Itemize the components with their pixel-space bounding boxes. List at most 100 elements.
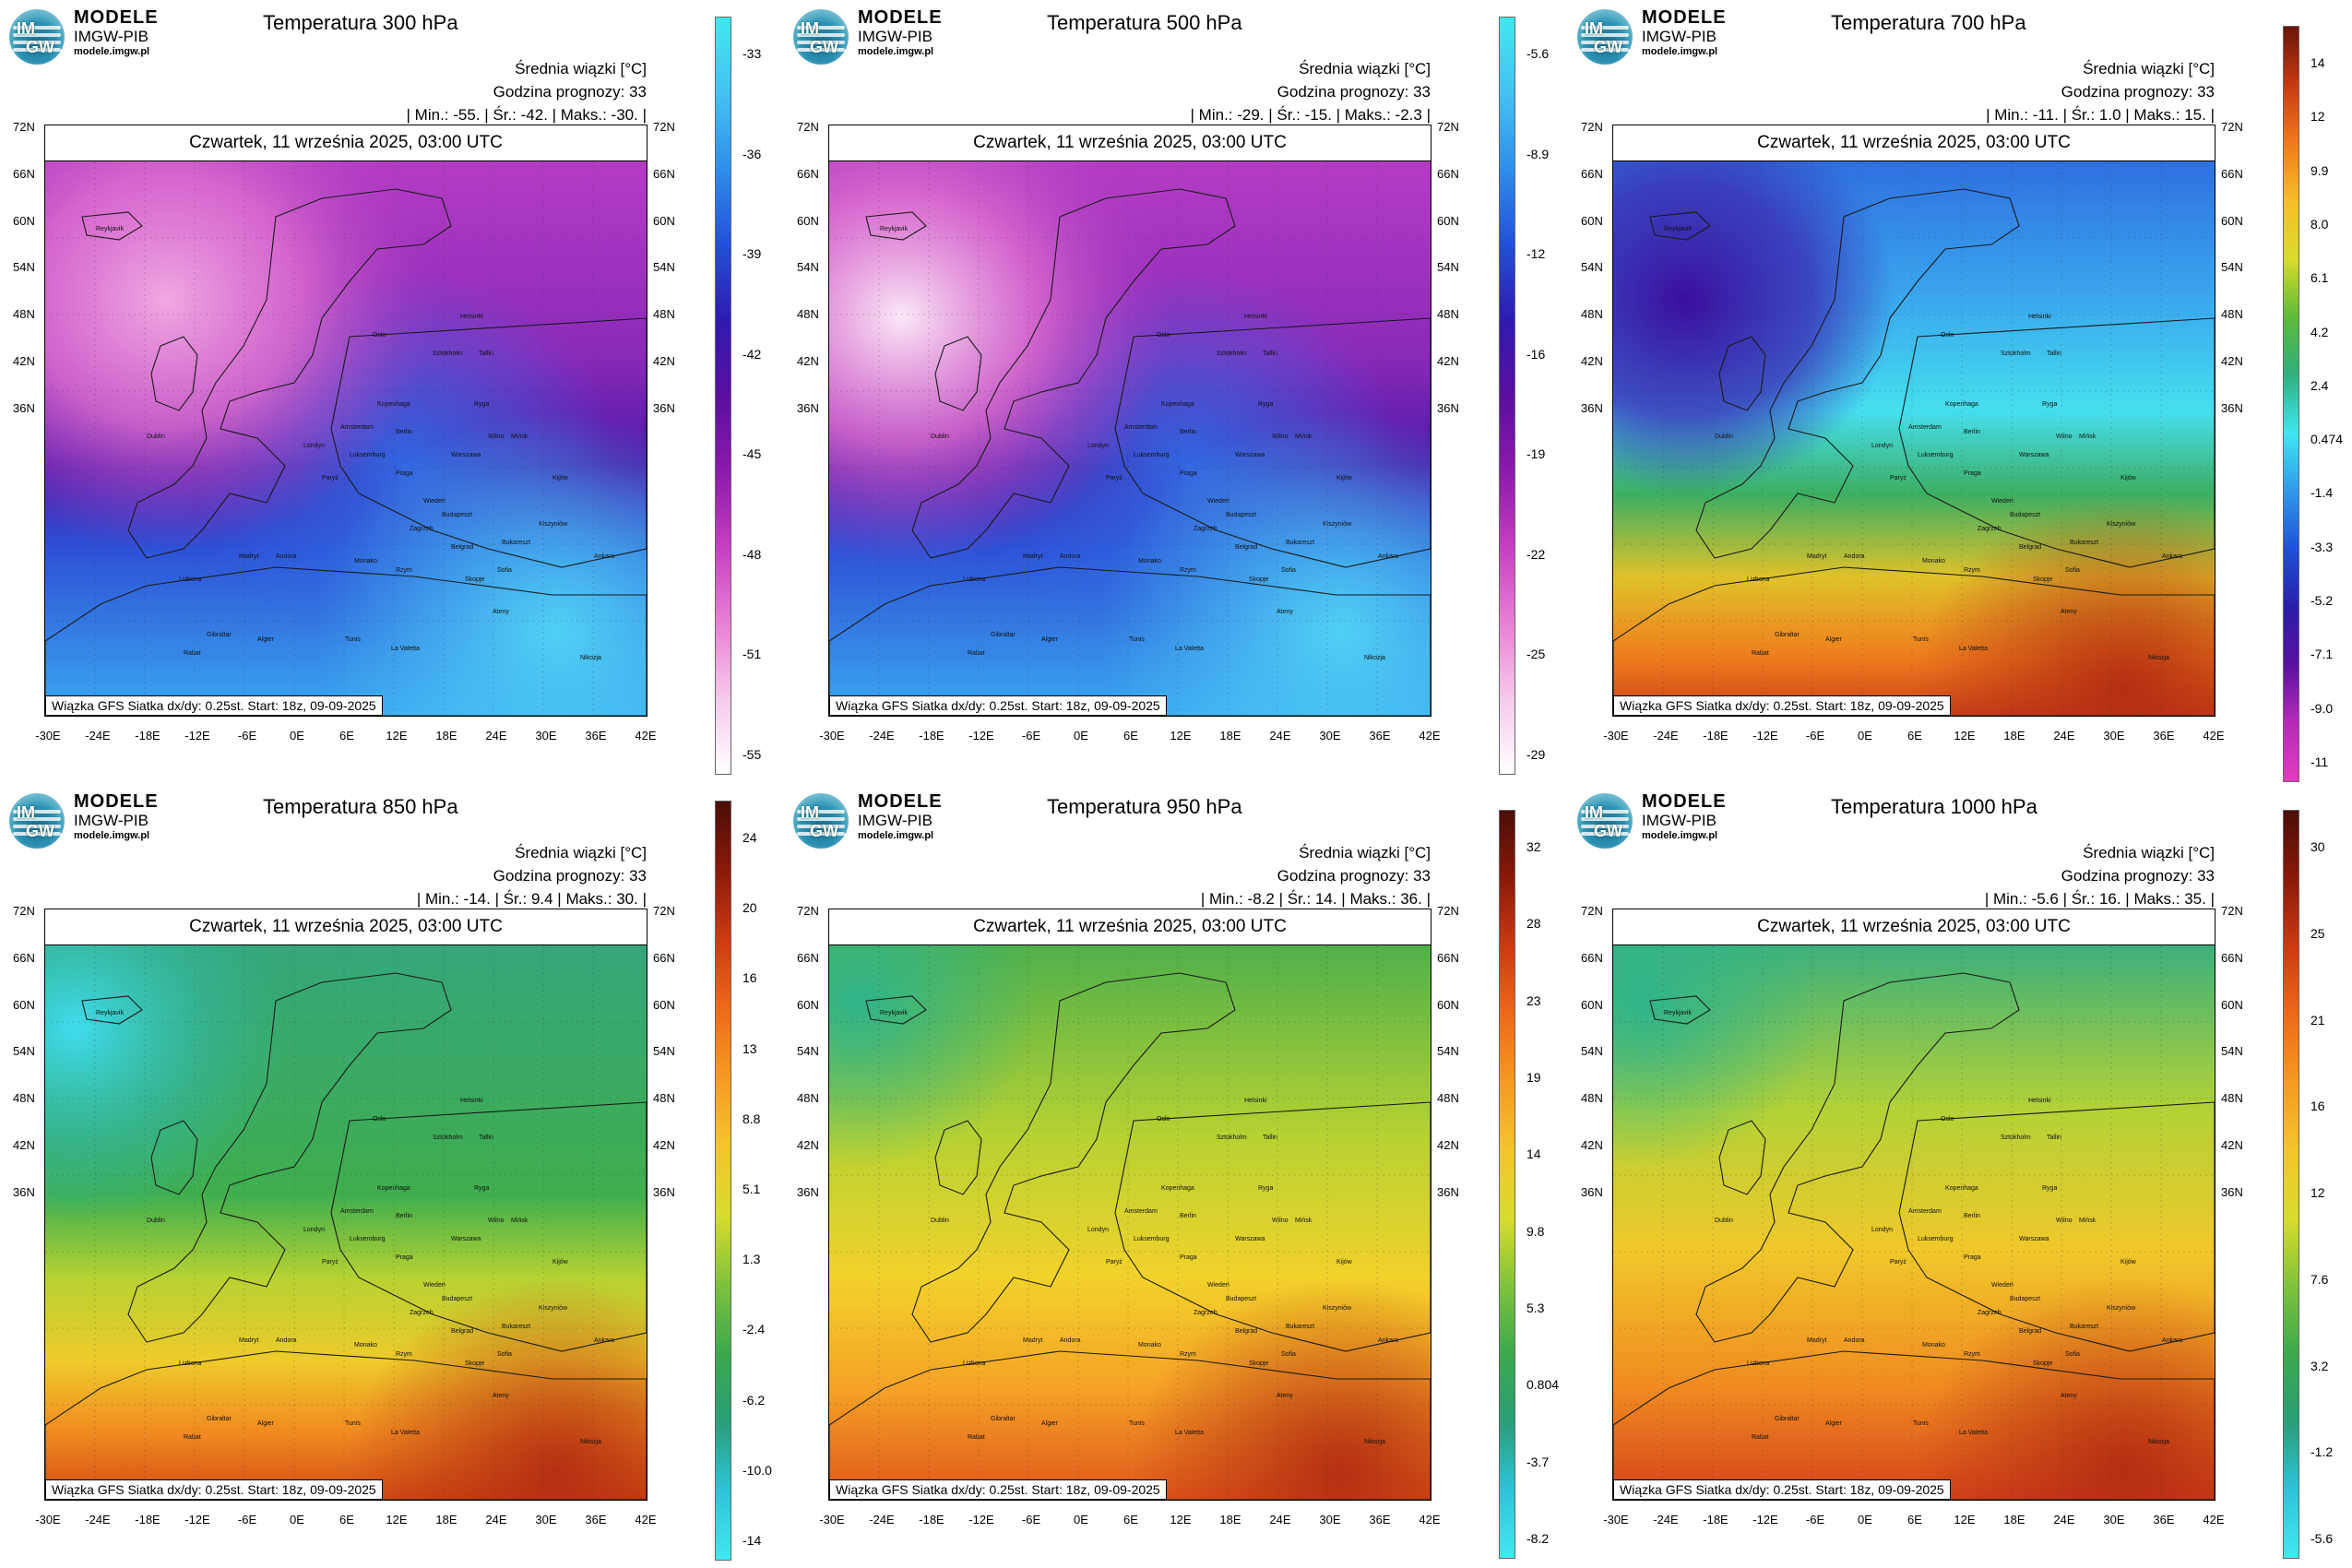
brand-name: MODELE [74, 7, 159, 28]
city-label: Londyn [1087, 443, 1109, 449]
colorbar-tick-label: 13 [742, 1040, 757, 1056]
city-label: Sofia [2065, 1351, 2080, 1358]
city-label: Luksemburg [350, 1236, 386, 1242]
panel-title: Temperatura 950 hPa [1047, 795, 1242, 818]
lon-label: 6E [339, 1513, 354, 1526]
panel-title: Temperatura 850 hPa [263, 795, 458, 818]
map-frame: Czwartek, 11 września 2025, 03:00 UTC Osl… [1612, 909, 2215, 1501]
city-label: Andora [276, 553, 297, 560]
lon-label: -30E [819, 1513, 845, 1526]
lon-label: -30E [35, 729, 61, 742]
coastline-outline [45, 188, 647, 716]
city-label: Tallin [1263, 1134, 1277, 1141]
lat-label-right: 42N [653, 1138, 675, 1152]
logo-wave-icon [1581, 817, 1629, 821]
lon-label: 30E [535, 729, 557, 742]
colorbar-tick-label: -36 [742, 146, 762, 161]
city-label: Monako [1922, 1342, 1945, 1348]
lon-label: 24E [485, 729, 507, 742]
lon-label: -30E [819, 729, 845, 742]
colorbar-tick-label: 5.3 [1526, 1301, 1545, 1315]
temperature-field: Oslo Sztokholm Helsinki Tallin Ryga Wilno Kope… [829, 161, 1431, 716]
lat-label-right: 54N [2221, 1044, 2243, 1058]
lon-label: -24E [869, 729, 895, 742]
lon-label: 30E [535, 1513, 557, 1526]
city-label: Amsterdam [1908, 424, 1942, 431]
city-label: Tunis [1913, 1420, 1929, 1427]
city-label: Budapeszt [1226, 512, 1256, 518]
lat-label-right: 48N [653, 1091, 675, 1105]
city-label: Helsinki [460, 314, 483, 320]
city-label: Belgrad [451, 1328, 473, 1335]
city-label: Algier [1041, 1420, 1059, 1427]
city-label: Rzym [396, 1351, 412, 1358]
imgw-logo-icon: IM GW [793, 9, 849, 65]
city-label: Kijów [1336, 475, 1353, 481]
lon-label: 30E [1319, 1513, 1341, 1526]
city-label: Ankara [1378, 553, 1398, 560]
lat-label-right: 54N [2221, 260, 2243, 274]
city-label: Skopje [2033, 1360, 2053, 1367]
city-label: Ryga [474, 401, 489, 408]
lat-label-left: 54N [1581, 260, 1603, 274]
colorbar-tick-label: -2.4 [742, 1322, 766, 1337]
city-label: Lizbona [1747, 576, 1770, 583]
logo-wave-icon [13, 33, 61, 37]
brand-name: MODELE [1642, 7, 1727, 28]
lat-label-right: 60N [2221, 998, 2243, 1012]
city-label: Dublin [147, 434, 165, 440]
lat-label-right: 42N [1437, 354, 1459, 368]
colorbar-tick-label: 16 [742, 970, 757, 986]
colorbar-tick-label: 25 [2310, 925, 2325, 941]
coastline-outline [829, 972, 1431, 1500]
city-label: Ankara [2162, 553, 2182, 560]
logo-wave-icon [797, 810, 845, 814]
lon-label: 6E [1907, 1513, 1922, 1526]
lon-label: -24E [869, 1513, 895, 1526]
city-label: Mińsk [2079, 1218, 2097, 1224]
lat-label-right: 66N [653, 167, 675, 181]
city-label: Kiszyniów [1323, 1305, 1352, 1312]
lon-label: 42E [2203, 729, 2225, 742]
city-label: Tunis [1913, 636, 1929, 643]
brand-org: IMGW-PIB [74, 812, 148, 829]
lat-label-right: 36N [2221, 1185, 2243, 1199]
city-label: Rabat [1752, 1434, 1769, 1441]
lon-label: 0E [1858, 729, 1872, 742]
logo-wave-icon [13, 48, 61, 52]
city-label: Lizbona [179, 576, 202, 583]
brand-org: IMGW-PIB [74, 28, 148, 45]
city-label: Helsinki [460, 1098, 483, 1104]
city-label: Warszawa [451, 1236, 481, 1242]
city-label: Mińsk [2079, 434, 2097, 440]
city-label: Berlin [1180, 429, 1196, 435]
lat-label-right: 36N [1437, 401, 1459, 415]
lon-label: 12E [386, 729, 408, 742]
logo-badge-top: IM [17, 19, 35, 38]
info-forecast-hour: Godzina prognozy: 33 [2061, 83, 2215, 101]
lon-label: 0E [290, 729, 304, 742]
lon-label: 12E [386, 1513, 408, 1526]
city-label: Helsinki [1244, 1098, 1267, 1104]
brand-org: IMGW-PIB [1642, 28, 1716, 45]
lon-label: 24E [2053, 1513, 2075, 1526]
lon-label: 42E [1419, 1513, 1441, 1526]
city-label: Paryż [322, 475, 339, 481]
city-label: Berlin [1964, 1213, 1980, 1219]
city-label: Amsterdam [1124, 1208, 1158, 1215]
lon-label: -30E [1603, 1513, 1629, 1526]
brand-org: IMGW-PIB [1642, 812, 1716, 829]
lat-label-left: 72N [797, 904, 819, 918]
city-label: Rabat [184, 1434, 201, 1441]
colorbar-tick-label: -33 [742, 46, 762, 61]
info-mean-label: Średnia wiązki [°C] [2083, 844, 2215, 861]
run-footnote: Wiązka GFS Siatka dx/dy: 0.25st. Start: … [1613, 1479, 1951, 1500]
lon-label: -12E [968, 1513, 994, 1526]
logo-badge-top: IM [1585, 19, 1603, 38]
city-label: Zagrzeb [1978, 526, 2002, 532]
logo-badge-top: IM [17, 803, 35, 822]
colorbar-tick-label: 30 [2310, 839, 2325, 854]
lat-label-left: 36N [797, 1185, 819, 1199]
city-label: Ateny [493, 609, 509, 615]
lon-label: 42E [635, 1513, 657, 1526]
